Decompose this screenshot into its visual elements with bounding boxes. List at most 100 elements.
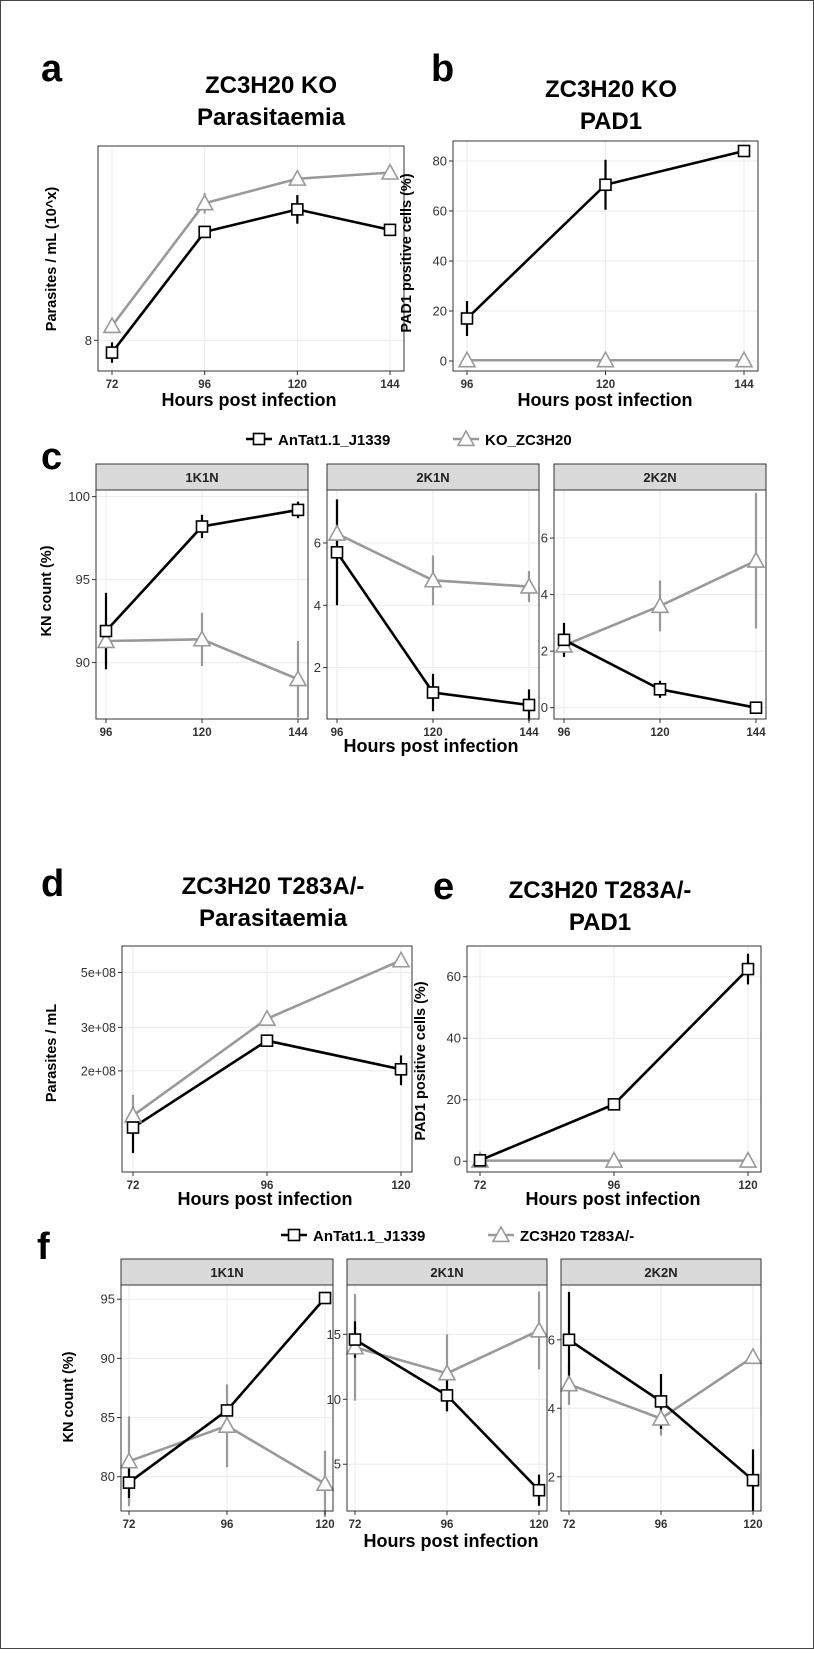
data-point-triangle: [651, 1408, 671, 1426]
facet-c-1-strip: [326, 463, 540, 491]
legend-f: AnTat1.1_J1339 ZC3H20 T283A/-: [281, 1225, 634, 1245]
data-point-square: [746, 1473, 760, 1487]
xlabel-d: Hours post infection: [178, 1189, 353, 1209]
plot-c-facet-0: 90 95 100 96 120 144: [68, 489, 309, 739]
facet-c-0-strip-label: 1K1N: [185, 470, 218, 485]
y-tick-label: 0: [454, 1154, 461, 1169]
data-point-triangle: [743, 1347, 763, 1365]
data-point-triangle: [192, 629, 212, 647]
x-tick-label: 96: [100, 727, 113, 739]
y-tick-label: 100: [68, 489, 90, 504]
legend-marker-mutant: [491, 1225, 511, 1243]
x-tick-label: 120: [738, 1180, 757, 1192]
y-tick-label: 40: [433, 254, 447, 269]
data-point-square: [330, 546, 344, 559]
y-tick-label: 6: [548, 1332, 555, 1347]
x-tick-label: 96: [261, 1180, 274, 1192]
data-point-square: [318, 1291, 332, 1305]
plot-c-facet-1: 2 4 6 96 120 144: [314, 489, 540, 739]
x-tick-label: 96: [461, 379, 474, 391]
ylabel-f: KN count (%): [61, 1351, 77, 1442]
data-point-triangle: [437, 1363, 457, 1381]
y-tick-label: 4: [541, 587, 548, 602]
y-tick-label: 2e+08: [81, 1064, 116, 1078]
y-tick-label: 5: [334, 1457, 341, 1472]
data-point-triangle: [596, 350, 615, 368]
facet-f-0-strip: [120, 1258, 334, 1286]
y-tick-label: 2: [541, 644, 548, 659]
y-tick-label: 6: [541, 531, 548, 546]
y-tick-label: 20: [433, 304, 447, 319]
data-point-triangle: [604, 1150, 624, 1168]
data-point-square: [741, 962, 755, 976]
ylabel-e: PAD1 positive cells (%): [413, 981, 429, 1140]
x-tick-label: 96: [608, 1180, 621, 1192]
xlabel-f: Hours post infection: [364, 1531, 539, 1551]
legend-marker-mutant: [456, 429, 476, 447]
x-tick-label: 120: [391, 1180, 410, 1192]
series-line-mutant: [110, 171, 391, 327]
data-point-square: [557, 633, 571, 647]
legend-label-mutant: ZC3H20 T283A/-: [520, 1228, 634, 1245]
data-point-square: [532, 1483, 546, 1497]
panel-label-e: e: [433, 866, 454, 908]
y-tick-label: 4: [314, 598, 321, 613]
data-point-triangle: [650, 596, 670, 614]
ylabel-c: KN count (%): [39, 545, 55, 636]
y-tick-label: 60: [433, 204, 447, 219]
facet-f-2-strip-label: 2K2N: [644, 1265, 677, 1280]
data-point-square: [220, 1404, 234, 1417]
panel-label-b: b: [431, 48, 454, 90]
data-point-square: [348, 1333, 362, 1346]
data-point-triangle: [423, 570, 443, 588]
y-tick-label: 40: [447, 1031, 461, 1046]
data-point-square: [198, 225, 211, 239]
data-point-triangle: [738, 1150, 758, 1168]
y-tick-label: 4: [548, 1401, 555, 1416]
y-tick-label: 95: [76, 572, 90, 587]
x-tick-label: 72: [127, 1180, 140, 1192]
ylabel-b: PAD1 positive cells (%): [399, 173, 415, 332]
data-point-triangle: [287, 169, 307, 186]
plot-f-facet-1: 5 10 15 72 96 120: [327, 1284, 549, 1531]
legend-c: AnTat1.1_J1339 KO_ZC3H20: [246, 429, 572, 449]
y-tick-label: 95: [101, 1292, 115, 1307]
y-tick-label: 10: [327, 1392, 341, 1407]
plot-background: [98, 146, 404, 371]
x-tick-label: 120: [743, 1519, 762, 1531]
y-tick-label: 20: [447, 1092, 461, 1107]
title-b-line1: ZC3H20 KO: [545, 76, 677, 103]
x-tick-label: 96: [558, 727, 571, 739]
xlabel-e: Hours post infection: [526, 1189, 701, 1209]
data-point-square: [522, 698, 536, 712]
data-point-triangle: [391, 950, 411, 968]
y-tick-label: 0: [541, 700, 548, 715]
data-point-triangle: [519, 576, 539, 594]
x-tick-label: 72: [123, 1519, 136, 1531]
x-tick-label: 144: [519, 727, 539, 739]
y-tick-label: 80: [433, 154, 447, 169]
ylabel-a: Parasites / mL (10^x): [44, 187, 60, 332]
plot-d: 2e+08 3e+08 5e+08 72 96 120: [81, 945, 413, 1192]
data-point-square: [105, 346, 119, 359]
x-tick-label: 96: [331, 727, 344, 739]
panel-label-f: f: [37, 1226, 50, 1268]
facet-c-0-strip: [95, 463, 309, 491]
data-point-square: [122, 1476, 136, 1489]
y-tick-label: 8: [85, 333, 92, 348]
data-point-triangle: [380, 162, 400, 180]
data-point-square: [126, 1121, 140, 1134]
legend-marker-control: [252, 432, 266, 446]
x-tick-label: 120: [315, 1519, 334, 1531]
data-point-square: [599, 178, 612, 192]
x-tick-label: 72: [106, 379, 119, 391]
data-point-triangle: [96, 631, 116, 649]
xlabel-a: Hours post infection: [162, 390, 337, 410]
panel-label-a: a: [41, 48, 63, 90]
x-tick-label: 144: [734, 379, 754, 391]
data-point-square: [426, 686, 440, 699]
data-point-square: [654, 1395, 668, 1408]
data-point-square: [440, 1389, 454, 1402]
